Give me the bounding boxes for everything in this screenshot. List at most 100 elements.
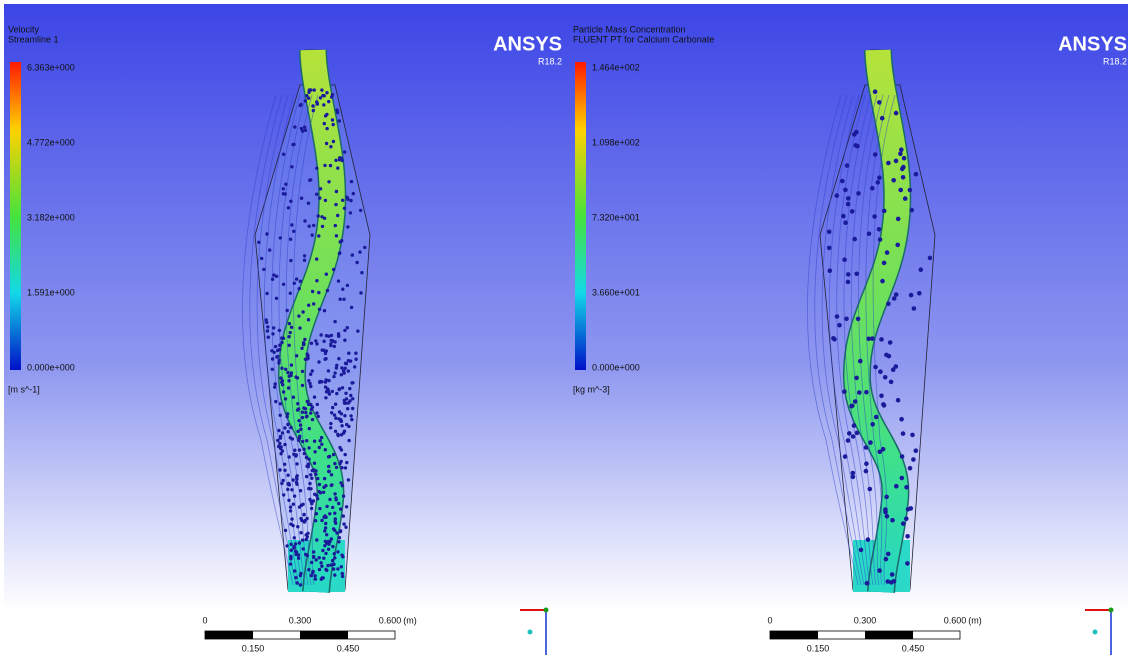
scale-seg — [205, 631, 253, 639]
particle — [876, 180, 881, 185]
particle — [320, 519, 323, 522]
particle — [846, 196, 851, 201]
particle — [854, 130, 859, 135]
particle — [312, 468, 315, 471]
particle — [347, 439, 350, 442]
particle — [854, 272, 859, 277]
particle — [864, 461, 869, 466]
particle — [335, 234, 338, 237]
particle — [307, 202, 310, 205]
particle — [327, 540, 330, 543]
particle — [331, 406, 334, 409]
particle — [319, 491, 322, 494]
particle — [898, 152, 903, 157]
scale-label: 0.300 — [854, 615, 877, 625]
particle — [299, 517, 302, 520]
particle — [363, 246, 366, 249]
legend-unit: [kg m^-3] — [573, 384, 610, 394]
particle — [317, 360, 320, 363]
particle — [850, 209, 855, 214]
particle — [289, 562, 292, 565]
particle — [890, 572, 895, 577]
particle — [340, 565, 343, 568]
particle — [316, 477, 319, 480]
particle — [325, 91, 328, 94]
particle — [307, 97, 310, 100]
particle — [298, 541, 301, 544]
particle — [302, 513, 305, 516]
particle — [873, 89, 878, 94]
particle — [341, 386, 344, 389]
particle — [345, 505, 348, 508]
particle — [329, 145, 332, 148]
particle — [266, 329, 269, 332]
particle — [315, 257, 318, 260]
particle — [292, 396, 295, 399]
particle — [864, 469, 869, 474]
particle — [343, 207, 346, 210]
particle — [286, 412, 289, 415]
legend-label: 1.464e+002 — [592, 62, 640, 72]
particle — [333, 552, 336, 555]
particle — [289, 292, 292, 295]
triad-origin — [1109, 608, 1114, 613]
particle — [298, 326, 301, 329]
particle — [337, 417, 340, 420]
particle — [324, 522, 327, 525]
particle — [285, 544, 288, 547]
particle — [873, 365, 878, 370]
particle — [900, 454, 905, 459]
particle — [849, 404, 854, 409]
particle — [856, 191, 861, 196]
particle — [333, 573, 336, 576]
particle — [338, 462, 341, 465]
particle — [319, 439, 322, 442]
particle — [341, 199, 344, 202]
legend-label: 3.182e+000 — [27, 212, 75, 222]
particle — [857, 390, 862, 395]
particle — [900, 167, 905, 172]
particle — [912, 306, 917, 311]
particle — [325, 113, 328, 116]
particle — [308, 225, 311, 228]
particle — [295, 581, 298, 584]
particle — [343, 414, 346, 417]
particle — [314, 577, 317, 580]
particle — [333, 492, 336, 495]
particle — [292, 453, 295, 456]
particle — [337, 502, 340, 505]
particle — [894, 159, 899, 164]
particle — [852, 237, 857, 242]
particle — [885, 250, 890, 255]
particle — [337, 279, 340, 282]
triad-marker — [1093, 630, 1098, 635]
particle — [318, 446, 321, 449]
particle — [280, 341, 283, 344]
particle — [292, 143, 295, 146]
particle — [299, 103, 302, 106]
particle — [905, 534, 910, 539]
particle — [309, 487, 312, 490]
particle — [299, 280, 302, 283]
particle — [271, 368, 274, 371]
particle — [310, 408, 313, 411]
particle — [303, 219, 306, 222]
particle — [354, 352, 357, 355]
particle — [351, 407, 354, 410]
particle — [902, 156, 907, 161]
particle — [335, 531, 338, 534]
particle — [295, 354, 298, 357]
particle — [310, 342, 313, 345]
particle — [333, 371, 336, 374]
particle — [284, 368, 287, 371]
particle — [280, 482, 283, 485]
particle — [338, 387, 341, 390]
particle — [304, 99, 307, 102]
particle — [323, 358, 326, 361]
particle — [338, 156, 341, 159]
particle — [880, 116, 885, 121]
color-bar — [575, 62, 586, 370]
particle — [332, 453, 335, 456]
particle — [899, 147, 904, 152]
particle — [334, 430, 337, 433]
